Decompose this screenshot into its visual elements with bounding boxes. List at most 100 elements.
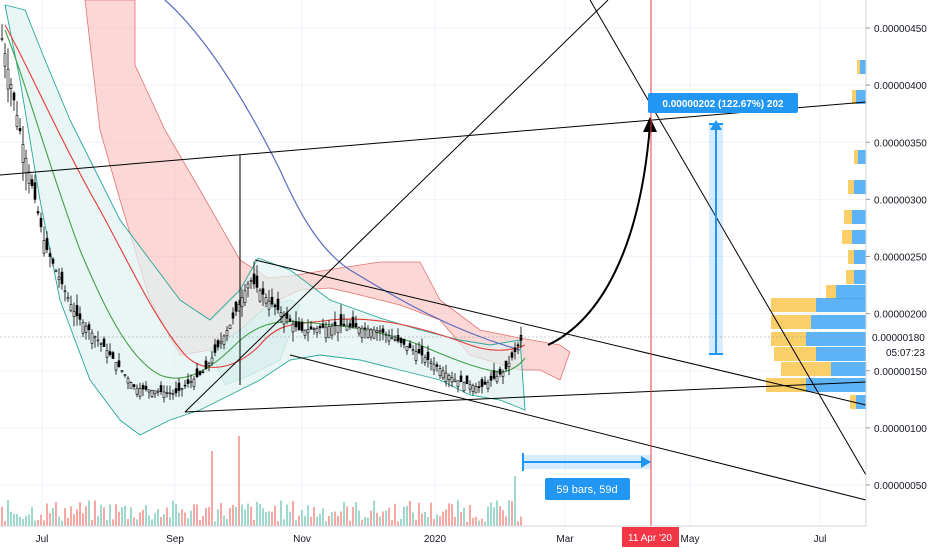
volume-profile-sell [854, 150, 858, 164]
candle-body [6, 68, 10, 90]
volume-profile-buy [831, 362, 866, 376]
volume-bar [514, 476, 516, 526]
volume-bar [109, 504, 111, 526]
volume-bar [436, 514, 438, 526]
volume-bar [145, 505, 147, 526]
channel-upper-line[interactable] [254, 259, 867, 406]
volume-bar [301, 510, 303, 526]
candle-body [381, 328, 385, 333]
candle-body [414, 351, 418, 361]
time-tick-label: Jul [36, 534, 49, 545]
candle-body [213, 344, 217, 353]
candle-body [486, 382, 490, 389]
candle-body [405, 345, 409, 351]
volume-bar [124, 505, 126, 526]
volume-bar [118, 511, 120, 526]
target-price-annotation[interactable]: 0.00000202 (122.67%) 202 [648, 0, 798, 526]
candle-body [372, 329, 376, 339]
volume-bar [394, 503, 396, 526]
candle-body [264, 297, 268, 304]
candle-body [471, 385, 475, 392]
candle-body [255, 275, 259, 288]
volume-bar [160, 516, 162, 526]
volume-bar [385, 510, 387, 526]
volume-bar [364, 517, 366, 526]
volume-bar [10, 511, 12, 526]
support-trendline[interactable] [184, 381, 867, 413]
candle-body [444, 372, 448, 382]
volume-profile-buy [806, 378, 866, 392]
candle-body [33, 182, 37, 200]
candle-body [456, 380, 460, 388]
volume-bar [319, 513, 321, 526]
candle-body [105, 350, 109, 358]
volume-bar [481, 518, 483, 526]
candle-body [459, 375, 463, 383]
countdown-label: 05:07:23 [886, 348, 925, 359]
candle-body [453, 379, 457, 382]
candle-body [195, 368, 199, 378]
candle-body [183, 384, 187, 387]
volume-bar [61, 520, 63, 526]
volume-bar [4, 521, 6, 526]
channel-lower-line[interactable] [289, 354, 867, 501]
price-tick-label: 0.00000300 [874, 195, 927, 206]
volume-profile-buy [852, 210, 866, 224]
volume-bar [88, 500, 90, 526]
volume-bar [100, 504, 102, 526]
volume-profile-buy [854, 180, 866, 194]
candle-body [270, 296, 274, 305]
date-range-annotation[interactable]: 59 bars, 59d [522, 453, 651, 500]
candle-body [375, 330, 379, 333]
date-range-label-box [545, 478, 630, 500]
volume-profile-sell [848, 250, 854, 264]
volume-profile-buy [816, 298, 866, 312]
candle-body [129, 382, 133, 389]
resistance-trendline[interactable] [0, 101, 867, 176]
candle-body [210, 357, 214, 364]
volume-profile-sell [844, 210, 852, 224]
price-tick-label: 0.00000350 [874, 138, 927, 149]
candle-body [225, 330, 229, 337]
projection-arc[interactable] [547, 124, 651, 346]
volume-bar [151, 519, 153, 526]
candle-body [141, 385, 145, 390]
candle-body [189, 381, 193, 383]
volume-bar [13, 513, 15, 526]
time-tick-label: May [681, 534, 700, 545]
candle-body [72, 311, 76, 317]
candle-body [507, 362, 511, 367]
volume-bar [154, 513, 156, 526]
candle-body [78, 313, 82, 320]
time-tick-label: Sep [166, 534, 184, 545]
date-range-arrow [641, 456, 651, 468]
trend-lines[interactable] [0, 0, 867, 501]
volume-bar [133, 517, 135, 526]
time-tick-label: Nov [293, 534, 311, 545]
volume-profile-buy [858, 150, 866, 164]
candle-body [45, 238, 49, 250]
volume-bar [226, 518, 228, 526]
candle-body [39, 217, 43, 228]
candle-body [423, 357, 427, 363]
volume-bar [421, 513, 423, 526]
candle-body [51, 258, 55, 264]
candle-body [495, 375, 499, 382]
candle-body [435, 364, 439, 367]
price-tick-label: 0.00000400 [874, 81, 927, 92]
ma-green [4, 29, 526, 379]
falling-diagonal[interactable] [589, 0, 867, 476]
volume-bar [424, 511, 426, 526]
volume-bar [163, 514, 165, 526]
candle-body [309, 326, 313, 330]
volume-bar [67, 517, 69, 526]
volume-bar [256, 501, 258, 526]
volume-bar [391, 520, 393, 526]
candle-body [81, 322, 85, 334]
volume-bar [292, 501, 294, 526]
volume-profile-sell [781, 362, 831, 376]
rising-trendline[interactable] [184, 0, 609, 413]
date-range-label: 59 bars, 59d [556, 484, 617, 496]
